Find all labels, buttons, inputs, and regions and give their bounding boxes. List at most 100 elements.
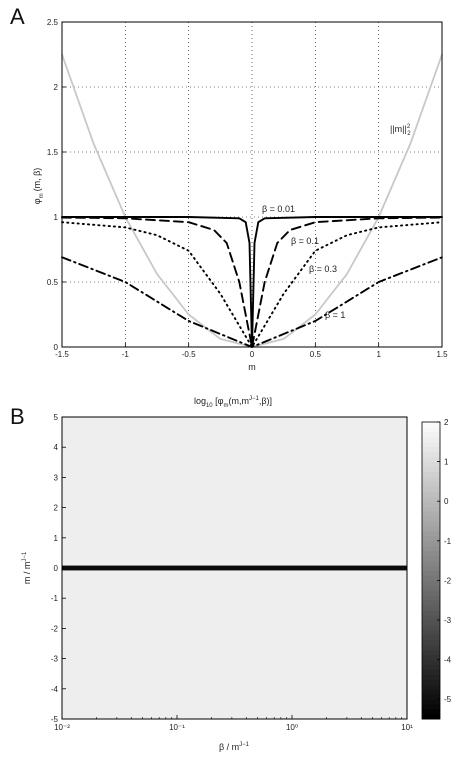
y-tick-label: 0.5 — [47, 278, 59, 287]
colorbar-segment — [422, 605, 440, 611]
colorbar-segment — [422, 456, 440, 463]
colorbar-segment — [422, 431, 440, 438]
colorbar-segment — [422, 461, 440, 468]
panel-a-line-chart: -1.5 -1 -0.5 0 0.5 1 1.500.511.522.5 m φm(m, β… — [32, 18, 448, 372]
b-x-tick-label: 10⁻² — [54, 723, 70, 732]
series-line-2 — [61, 216, 443, 348]
annotation-beta-0-1: β = 0.1 — [291, 236, 319, 246]
colorbar-segment — [422, 704, 440, 710]
y-tick-label: 2.5 — [47, 18, 59, 27]
colorbar-segment — [422, 649, 440, 656]
colorbar-segment — [422, 610, 440, 616]
colorbar-segment — [422, 580, 440, 586]
annotation-norm: ||m||2 2 — [390, 124, 411, 137]
panel-b-ticks: 10⁻² 10⁻¹ 10⁰ 10¹ -5 -4 -3 -2 -1 0 1 2 3 4 5 — [51, 413, 413, 732]
colorbar-segment — [422, 709, 440, 715]
b-y-tick-label: -4 — [51, 685, 59, 694]
colorbar-segment — [422, 550, 440, 557]
colorbar-segment — [422, 629, 440, 636]
colorbar-segment — [422, 521, 440, 527]
colorbar-segment — [422, 511, 440, 517]
annotation-beta-0-3: β = 0.3 — [309, 264, 337, 274]
colorbar-segment — [422, 530, 440, 537]
b-x-tick-label: 10¹ — [401, 723, 413, 732]
colorbar-segment — [422, 481, 440, 487]
colorbar-segment — [422, 496, 440, 502]
panel-a-ylabel: φm(m, β) — [32, 168, 45, 205]
colorbar-segment — [422, 714, 440, 720]
x-tick-label: 1.5 — [436, 350, 448, 359]
colorbar-segment — [422, 446, 440, 453]
b-x-tick-label: 10⁰ — [286, 723, 298, 732]
b-x-tick-label: 10⁻¹ — [169, 723, 185, 732]
x-tick-label: -0.5 — [182, 350, 196, 359]
colorbar-tick-label: 1 — [444, 458, 449, 467]
colorbar-segment — [422, 506, 440, 512]
y-tick-label: 1 — [54, 213, 59, 222]
colorbar-segment — [422, 624, 440, 631]
colorbar-segment — [422, 441, 440, 448]
colorbar-segment — [422, 516, 440, 522]
colorbar-segment — [422, 501, 440, 507]
colorbar-tick-label: -5 — [444, 695, 452, 704]
colorbar-segment — [422, 595, 440, 601]
colorbar-segment — [422, 426, 440, 433]
x-tick-label: -1.5 — [55, 350, 69, 359]
svg-text:m / mJ−1: m / mJ−1 — [22, 551, 32, 584]
colorbar-segment — [422, 491, 440, 497]
colorbar-segment — [422, 525, 440, 532]
colorbar-segment — [422, 590, 440, 596]
colorbar-segment — [422, 620, 440, 626]
colorbar-segment — [422, 639, 440, 646]
colorbar-segment — [422, 679, 440, 685]
b-y-tick-label: 1 — [54, 534, 59, 543]
b-y-tick-label: 0 — [54, 564, 59, 573]
colorbar-segment — [422, 422, 440, 428]
b-y-tick-label: 5 — [54, 413, 59, 422]
y-tick-label: 1.5 — [47, 148, 59, 157]
panel-b-xlabel: β / mJ−1 — [219, 742, 250, 752]
colorbar-segment — [422, 694, 440, 700]
panel-b-ylabel: m / mJ−1 — [22, 551, 32, 584]
b-y-tick-label: -3 — [51, 655, 59, 664]
b-y-tick-label: -5 — [51, 715, 59, 724]
panel-label-b: B — [10, 404, 25, 429]
colorbar-segment — [422, 654, 440, 661]
colorbar-segment — [422, 669, 440, 675]
colorbar-segment — [422, 565, 440, 571]
colorbar-segment — [422, 466, 440, 472]
colorbar-segment — [422, 659, 440, 666]
panel-a-xlabel: m — [248, 362, 256, 372]
x-tick-label: -1 — [122, 350, 130, 359]
x-tick-label: 0.5 — [310, 350, 322, 359]
b-y-tick-label: 4 — [54, 443, 59, 452]
colorbar-tick-label: -4 — [444, 656, 452, 665]
colorbar-segment — [422, 545, 440, 552]
ylabel-phi-sub: m — [39, 193, 45, 198]
x-tick-label: 1 — [376, 350, 381, 359]
colorbar-segment — [422, 615, 440, 621]
b-y-tick-label: 3 — [54, 473, 59, 482]
ylabel-phi: φ — [32, 198, 42, 204]
annotation-beta-0-01: β = 0.01 — [262, 204, 295, 214]
y-tick-label: 0 — [54, 343, 59, 352]
colorbar-frame — [421, 421, 441, 720]
contour-core — [62, 565, 407, 571]
panel-a-plot-area — [62, 22, 442, 347]
series-line-3 — [61, 221, 443, 348]
panel-label-a: A — [10, 4, 25, 29]
colorbar-segment — [422, 674, 440, 680]
colorbar-segment — [422, 585, 440, 591]
panel-a-ticks: -1.5 -1 -0.5 0 0.5 1 1.5 0 0.5 1 1.5 2 2.5 — [47, 18, 448, 359]
annotation-beta-1: β = 1 — [325, 310, 345, 320]
colorbar-segment — [422, 471, 440, 477]
y-tick-label: 2 — [54, 83, 59, 92]
ylabel-phi-args: (m, β) — [32, 168, 42, 192]
colorbar-segment — [422, 634, 440, 641]
colorbar-segment — [422, 540, 440, 547]
b-y-tick-label: -1 — [51, 594, 59, 603]
panel-b-colorbar: 2 1 0 -1 -2 -3 -4 -5 — [421, 418, 452, 720]
colorbar-segment — [422, 535, 440, 542]
b-y-tick-label: -2 — [51, 624, 59, 633]
